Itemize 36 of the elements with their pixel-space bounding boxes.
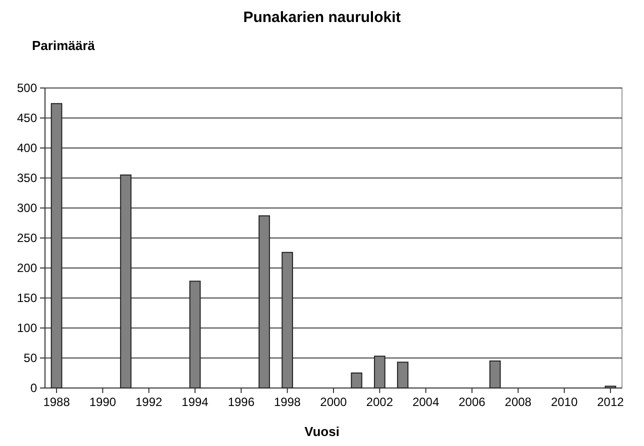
- x-tick-label: 2010: [550, 395, 578, 409]
- bar: [258, 215, 270, 388]
- y-tick-label: 450: [16, 111, 38, 126]
- x-tick-label: 2008: [504, 395, 532, 409]
- y-tick-label: 500: [16, 81, 38, 96]
- x-tick-label: 1992: [136, 395, 163, 409]
- bar: [189, 280, 201, 388]
- x-tick-label: 1994: [182, 395, 209, 409]
- y-axis-title: Parimäärä: [32, 38, 96, 53]
- y-tick-label: 150: [16, 291, 38, 306]
- y-tick-label: 350: [16, 171, 38, 186]
- x-tick-label: 2000: [320, 395, 348, 409]
- y-tick-label: 50: [24, 351, 38, 366]
- x-tick-label: 1988: [43, 395, 70, 409]
- x-tick-label: 1998: [274, 395, 302, 409]
- bar: [50, 103, 62, 388]
- x-axis-title: Vuosi: [304, 424, 340, 439]
- bar: [374, 356, 386, 388]
- x-tick-label: 2002: [366, 395, 394, 409]
- bar: [489, 360, 501, 388]
- x-tick-label: 2012: [597, 395, 624, 409]
- x-tick-label: 1990: [89, 395, 116, 409]
- y-tick-label: 300: [16, 201, 38, 216]
- x-tick-label: 2006: [458, 395, 486, 409]
- x-tick-label: 1996: [228, 395, 255, 409]
- y-tick-label: 100: [16, 321, 38, 336]
- bar: [350, 372, 362, 388]
- bar: [120, 174, 132, 388]
- y-tick-label: 0: [30, 381, 38, 396]
- y-tick-label: 200: [16, 261, 38, 276]
- bar: [397, 362, 408, 388]
- y-tick-label: 250: [16, 231, 38, 246]
- y-tick-label: 400: [16, 141, 38, 156]
- bar: [282, 252, 294, 388]
- chart-title: Punakarien naurulokit: [243, 9, 401, 26]
- x-tick-label: 2004: [412, 395, 440, 409]
